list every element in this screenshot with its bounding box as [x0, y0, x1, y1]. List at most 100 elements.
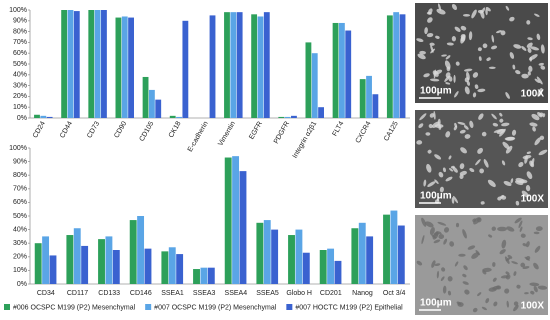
bar — [88, 10, 95, 118]
y-tick-label: 70% — [13, 186, 27, 193]
cell — [416, 38, 424, 43]
cell — [491, 45, 498, 50]
cell — [510, 178, 514, 184]
cell — [425, 132, 431, 136]
bar — [49, 255, 57, 284]
x-tick-label: PDGFR — [273, 120, 291, 145]
cell — [492, 277, 497, 282]
cell — [527, 71, 531, 76]
cell — [464, 68, 473, 72]
cell — [509, 52, 515, 59]
cell — [521, 190, 529, 198]
cell — [475, 159, 481, 166]
bar — [142, 76, 149, 118]
cell — [445, 176, 453, 182]
cell — [433, 239, 441, 244]
cell — [531, 113, 540, 121]
cell — [499, 118, 504, 123]
cell — [440, 276, 445, 282]
cell — [438, 171, 444, 178]
cell — [419, 113, 427, 121]
cell — [472, 218, 477, 223]
cell — [520, 233, 526, 238]
cell — [429, 113, 435, 118]
cell — [485, 7, 491, 12]
cell — [488, 234, 493, 238]
cell — [434, 263, 441, 267]
bar — [386, 15, 393, 118]
y-tick-label: 0% — [17, 115, 27, 122]
y-tick-label: 50% — [13, 213, 27, 220]
cell — [518, 161, 524, 168]
bar — [148, 89, 155, 118]
cell — [469, 120, 474, 129]
cell — [432, 70, 439, 77]
cell — [505, 271, 510, 275]
cell — [423, 73, 430, 78]
magnification: 100X — [521, 89, 545, 100]
cell — [478, 113, 484, 120]
cell — [539, 135, 545, 140]
micrograph: 100μm 100X — [415, 110, 548, 208]
x-tick-label: FLT4 — [331, 120, 345, 137]
legend-label: #006 OCSPC M199 (P2) Mesenchymal — [13, 304, 136, 311]
x-tick-label: Oct 3/4 — [383, 290, 406, 297]
bar — [128, 17, 134, 119]
cell — [540, 44, 545, 54]
cell — [459, 129, 466, 134]
x-tick-label: CD90 — [113, 120, 128, 139]
bar — [101, 10, 107, 118]
cell — [427, 149, 432, 154]
cell — [525, 241, 530, 248]
cell — [434, 179, 439, 184]
bar — [144, 248, 152, 284]
y-tick-label: 60% — [13, 50, 27, 57]
cell — [429, 227, 435, 236]
cell — [441, 54, 447, 57]
cell — [451, 3, 457, 11]
cell — [425, 221, 434, 228]
bar — [236, 12, 243, 118]
bar — [393, 12, 400, 118]
bar — [94, 10, 101, 118]
cell — [418, 123, 424, 129]
scale-bar-label: 100μm — [420, 191, 452, 202]
cell — [462, 229, 467, 239]
cell — [521, 73, 529, 79]
magnification: 100X — [521, 301, 545, 312]
cell — [433, 111, 436, 120]
bar — [232, 156, 240, 284]
cell — [481, 7, 486, 14]
x-tick-label: CD117 — [67, 290, 88, 297]
cell — [421, 217, 427, 227]
bar — [42, 236, 50, 284]
bar — [209, 15, 216, 118]
cell — [451, 36, 456, 42]
cell — [482, 270, 487, 275]
cell — [481, 306, 487, 311]
cell — [527, 47, 532, 53]
cell — [485, 8, 488, 16]
cell — [509, 16, 515, 22]
x-tick-label: CD34 — [37, 290, 55, 297]
bar — [271, 229, 279, 284]
legend-label: #007 OCSPC M199 (P2) Mesenchymal — [154, 304, 277, 311]
cell — [477, 47, 482, 52]
cell — [477, 292, 482, 297]
cell — [455, 222, 460, 228]
bar — [278, 116, 285, 118]
y-tick-label: 10% — [13, 104, 27, 111]
bar — [334, 260, 342, 284]
micrograph: 100μm 100X — [415, 3, 548, 103]
x-tick-label: SSEA5 — [256, 290, 279, 297]
cell — [431, 260, 436, 268]
cell — [503, 180, 512, 187]
cell — [459, 174, 464, 179]
cell — [448, 155, 452, 160]
cell — [453, 125, 458, 131]
y-tick-label: 70% — [13, 39, 27, 46]
cell — [434, 154, 442, 160]
cell — [477, 147, 484, 154]
cell — [526, 171, 533, 180]
y-tick-label: 50% — [13, 61, 27, 68]
